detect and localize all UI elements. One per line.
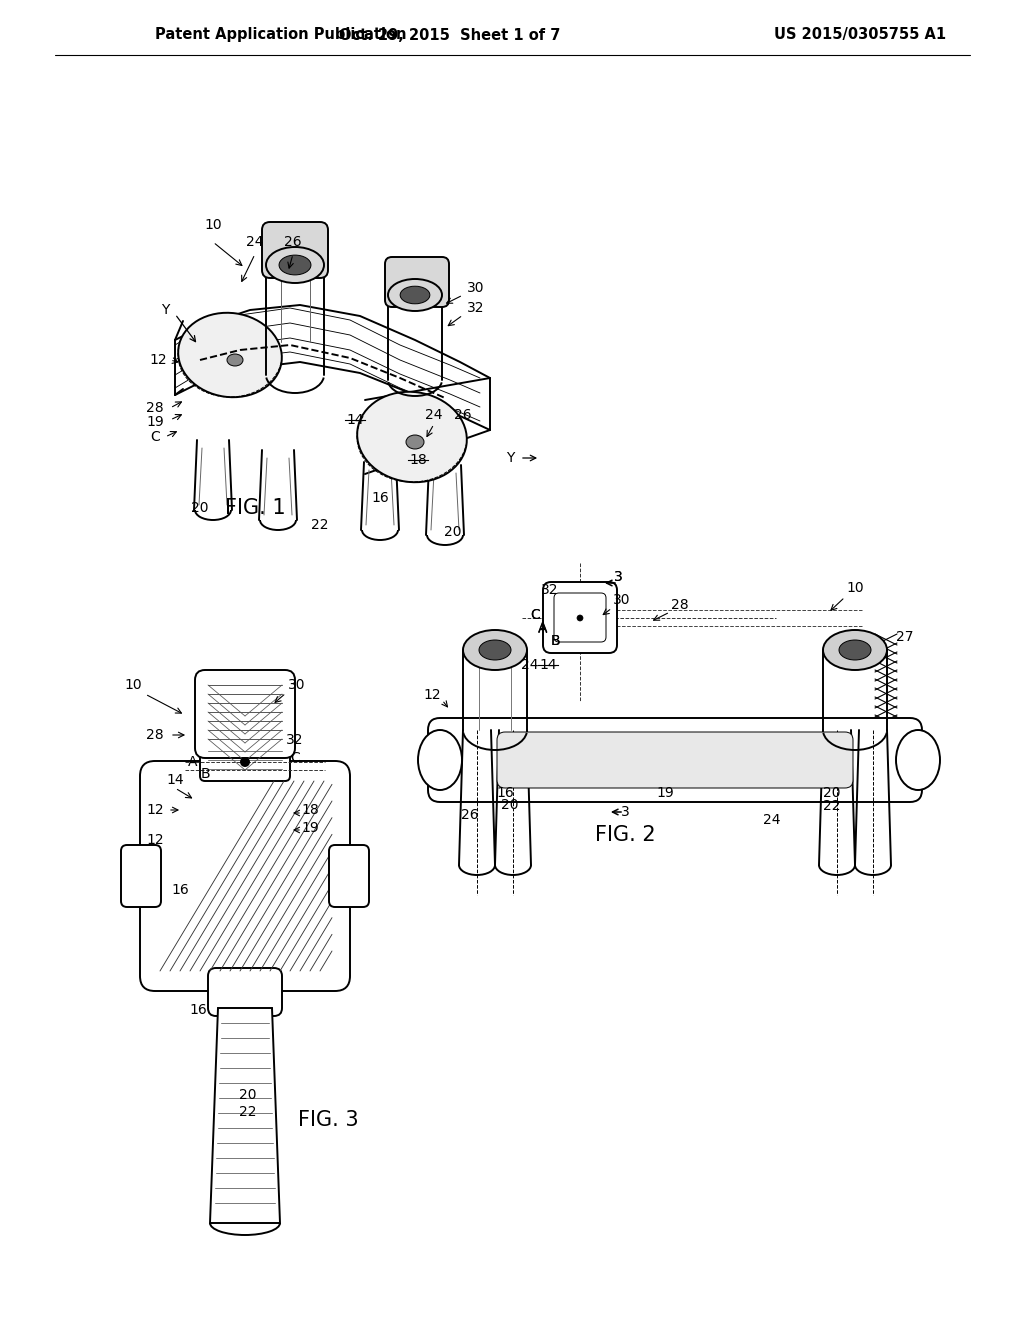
Text: US 2015/0305755 A1: US 2015/0305755 A1	[774, 28, 946, 42]
Text: 20: 20	[191, 502, 209, 515]
Text: 19: 19	[301, 821, 318, 836]
FancyBboxPatch shape	[554, 593, 606, 642]
Text: 27: 27	[896, 630, 913, 644]
Text: 10: 10	[204, 218, 222, 232]
Text: 32: 32	[287, 733, 304, 747]
Polygon shape	[210, 1008, 280, 1224]
FancyBboxPatch shape	[200, 743, 290, 781]
Text: 12: 12	[146, 833, 164, 847]
Text: 24: 24	[425, 408, 442, 422]
Text: 14: 14	[540, 657, 557, 672]
Text: 10: 10	[124, 678, 141, 692]
FancyBboxPatch shape	[497, 733, 853, 788]
Text: 26: 26	[285, 235, 302, 249]
Text: B: B	[550, 634, 560, 648]
FancyBboxPatch shape	[208, 968, 282, 1016]
FancyBboxPatch shape	[262, 222, 328, 279]
Ellipse shape	[463, 630, 527, 671]
Text: FIG. 3: FIG. 3	[298, 1110, 358, 1130]
Text: 20: 20	[444, 525, 462, 539]
Text: 30: 30	[613, 593, 631, 607]
Text: 22: 22	[311, 517, 329, 532]
Text: 22: 22	[240, 1105, 257, 1119]
Text: C: C	[530, 609, 540, 622]
Text: 19: 19	[146, 414, 164, 429]
FancyBboxPatch shape	[428, 718, 922, 803]
Text: 12: 12	[423, 688, 440, 702]
Text: Y: Y	[161, 304, 169, 317]
FancyBboxPatch shape	[543, 582, 617, 653]
Text: 12: 12	[146, 803, 164, 817]
FancyBboxPatch shape	[140, 762, 350, 991]
Text: 24: 24	[521, 657, 539, 672]
Text: 26: 26	[455, 408, 472, 422]
Ellipse shape	[266, 247, 324, 282]
Text: A: A	[539, 620, 548, 635]
Text: 10: 10	[846, 581, 864, 595]
Text: 32: 32	[542, 583, 559, 597]
Text: B: B	[550, 634, 560, 648]
Text: 28: 28	[671, 598, 689, 612]
FancyBboxPatch shape	[195, 671, 295, 758]
Text: 16: 16	[371, 491, 389, 506]
Text: 14: 14	[166, 774, 184, 787]
Text: 19: 19	[656, 785, 674, 800]
FancyBboxPatch shape	[385, 257, 449, 308]
Text: 3: 3	[613, 570, 623, 583]
Text: C: C	[290, 751, 300, 766]
Ellipse shape	[896, 730, 940, 789]
Text: 16: 16	[171, 883, 188, 898]
Text: 18: 18	[301, 803, 318, 817]
Ellipse shape	[577, 615, 583, 620]
Text: 26: 26	[461, 808, 479, 822]
Text: FIG. 2: FIG. 2	[595, 825, 655, 845]
Ellipse shape	[227, 354, 243, 366]
Ellipse shape	[241, 758, 249, 766]
Text: A: A	[188, 755, 198, 770]
Text: Y: Y	[506, 451, 514, 465]
Text: B: B	[200, 767, 210, 781]
Ellipse shape	[388, 279, 442, 312]
Text: 12: 12	[150, 352, 167, 367]
Text: 16: 16	[496, 785, 514, 800]
Text: 32: 32	[467, 301, 484, 315]
Text: 14: 14	[346, 413, 364, 426]
Text: Oct. 29, 2015  Sheet 1 of 7: Oct. 29, 2015 Sheet 1 of 7	[339, 28, 561, 42]
Ellipse shape	[406, 436, 424, 449]
Text: 22: 22	[823, 799, 841, 813]
Text: Patent Application Publication: Patent Application Publication	[155, 28, 407, 42]
Text: C: C	[530, 609, 540, 622]
Text: FIG. 1: FIG. 1	[224, 498, 286, 517]
Ellipse shape	[280, 255, 311, 275]
Text: 28: 28	[146, 729, 164, 742]
Text: 20: 20	[823, 785, 841, 800]
Ellipse shape	[178, 313, 282, 397]
Text: 18: 18	[410, 453, 427, 467]
Text: 24: 24	[763, 813, 780, 828]
Text: 24: 24	[246, 235, 264, 249]
Text: 28: 28	[146, 401, 164, 414]
Text: C: C	[151, 430, 160, 444]
Text: 20: 20	[502, 799, 519, 812]
FancyBboxPatch shape	[329, 845, 369, 907]
Ellipse shape	[418, 730, 462, 789]
Ellipse shape	[400, 286, 430, 304]
Ellipse shape	[823, 630, 887, 671]
Ellipse shape	[357, 392, 467, 482]
Text: A: A	[539, 622, 548, 636]
Text: 3: 3	[621, 805, 630, 818]
FancyBboxPatch shape	[121, 845, 161, 907]
Ellipse shape	[839, 640, 871, 660]
Text: 3: 3	[613, 570, 623, 583]
Ellipse shape	[479, 640, 511, 660]
Text: 30: 30	[467, 281, 484, 294]
Text: 20: 20	[240, 1088, 257, 1102]
Text: 16: 16	[189, 1003, 207, 1016]
Text: 30: 30	[288, 678, 306, 692]
